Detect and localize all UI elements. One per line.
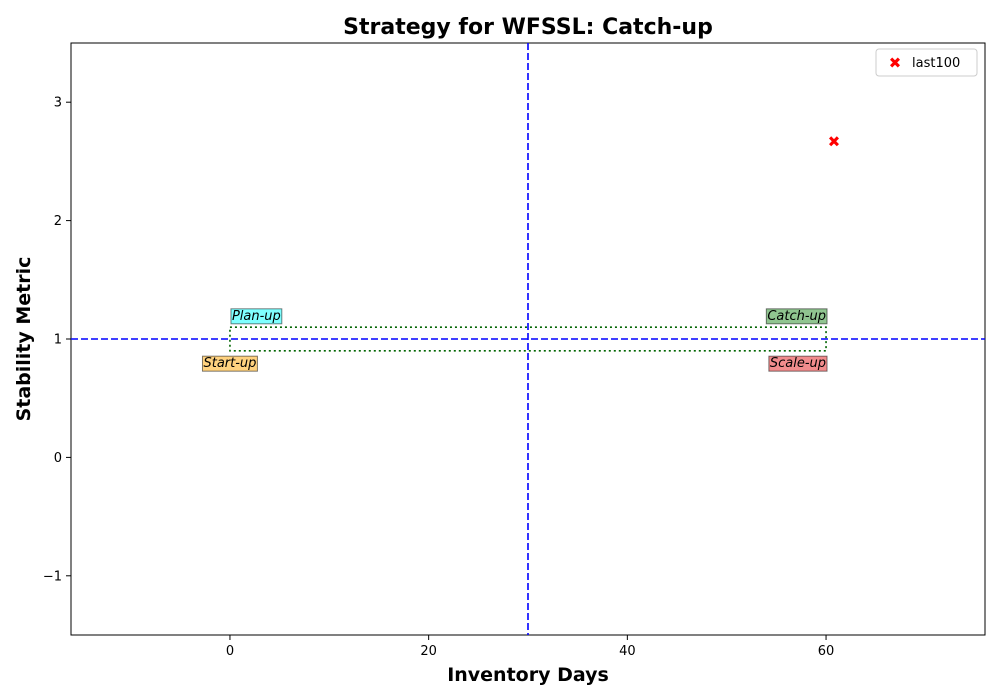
quadrant-label: Scale-up	[770, 356, 826, 371]
plot-area: 0 20 40 60 −1 0 1 2 3 Plan-up Catch-up Start-up Scal…	[43, 42, 986, 659]
legend-marker	[890, 57, 900, 68]
quadrant-label-group: Catch-up	[765, 308, 828, 325]
x-tick-label: 40	[619, 644, 636, 659]
y-tick-label: 3	[54, 96, 62, 111]
quadrant-label-box	[201, 355, 258, 372]
quadrant-label: Catch-up	[767, 309, 826, 324]
quadrant-label: Start-up	[203, 356, 256, 371]
y-tick-label: −1	[43, 569, 62, 584]
quadrant-label-box	[768, 355, 828, 372]
scatter-point	[828, 136, 839, 147]
x-tick-label: 60	[818, 644, 835, 659]
quadrant-label-group: Scale-up	[768, 355, 828, 372]
quadrant-label-group: Start-up	[201, 355, 258, 372]
legend: last100	[875, 48, 978, 77]
legend-frame	[875, 48, 978, 77]
quadrant-label-box	[765, 308, 828, 325]
y-tick-label: 2	[54, 214, 62, 229]
y-tick-label: 0	[54, 451, 62, 466]
x-axis-label: Inventory Days	[447, 664, 609, 686]
y-tick-label: 1	[54, 333, 62, 348]
x-tick-label: 20	[420, 644, 437, 659]
chart-title: Strategy for WFSSL: Catch-up	[343, 15, 713, 40]
quadrant-label: Plan-up	[232, 309, 281, 324]
quadrant-label-box	[230, 308, 283, 325]
x-tick-label: 0	[226, 644, 234, 659]
quadrant-label-group: Plan-up	[230, 308, 283, 325]
y-axis-label: Stability Metric	[13, 257, 35, 422]
legend-label: last100	[912, 56, 960, 71]
